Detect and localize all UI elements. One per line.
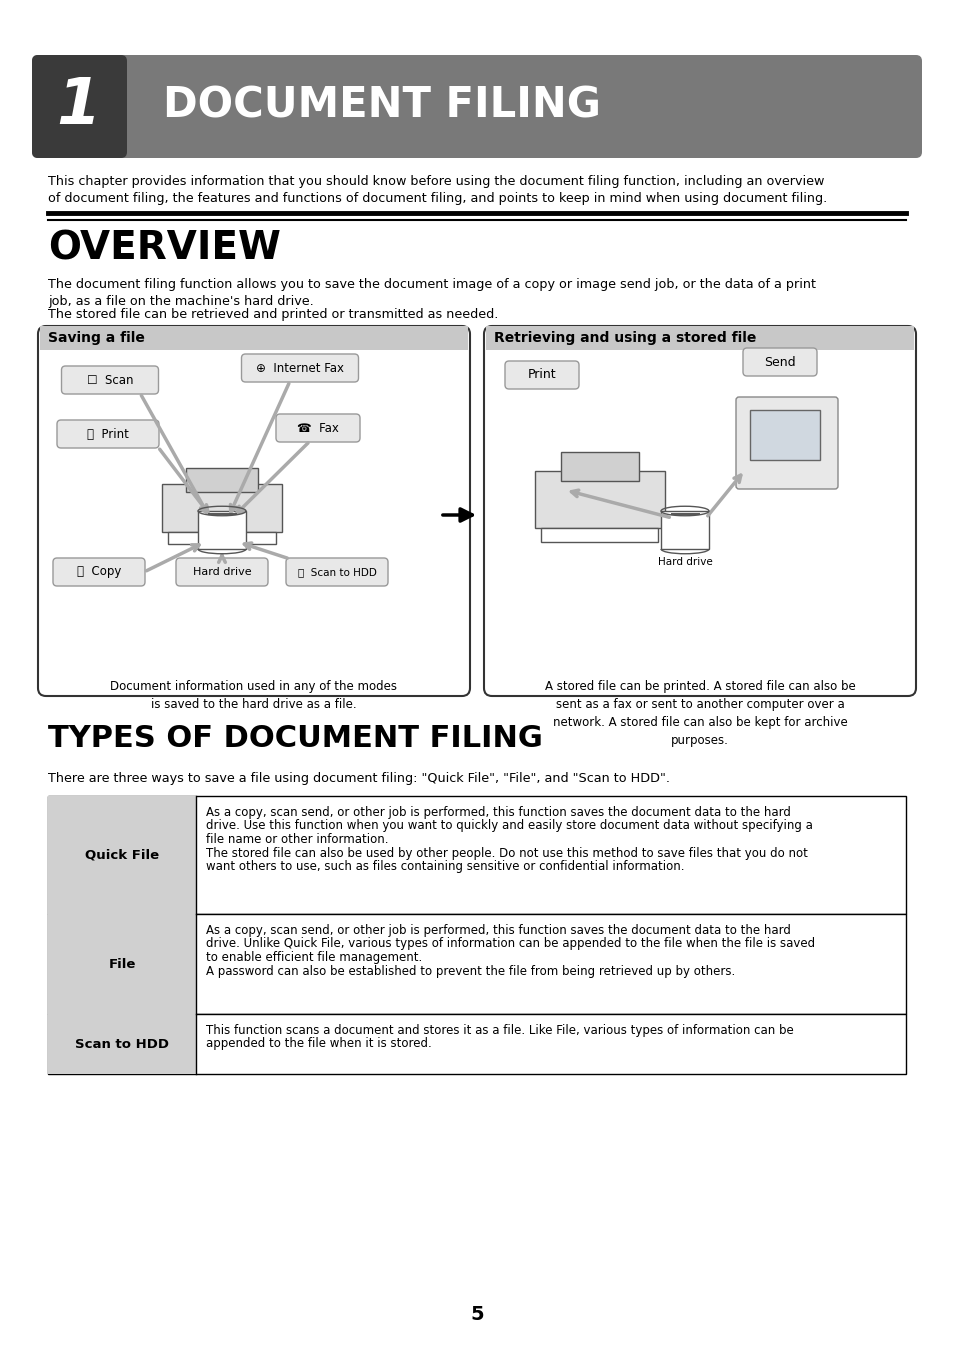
Text: ⊕  Internet Fax: ⊕ Internet Fax [255,362,344,374]
Bar [48,1015,905,1074]
FancyBboxPatch shape [32,55,921,158]
FancyBboxPatch shape [735,397,837,489]
Text: ☐  Scan: ☐ Scan [87,373,133,386]
Text: drive. Use this function when you want to quickly and easily store document data: drive. Use this function when you want t… [206,820,812,832]
Text: Quick File: Quick File [85,848,159,862]
Text: file name or other information.: file name or other information. [206,834,388,846]
Text: There are three ways to save a file using document filing: "Quick File", "File",: There are three ways to save a file usin… [48,771,669,785]
Bar [48,1015,195,1074]
FancyBboxPatch shape [38,326,470,696]
Text: This chapter provides information that you should know before using the document: This chapter provides information that y… [48,176,826,205]
Text: A stored file can be printed. A stored file can also be
sent as a fax or sent to: A stored file can be printed. A stored f… [544,680,855,747]
Text: The stored file can be retrieved and printed or transmitted as needed.: The stored file can be retrieved and pri… [48,308,497,322]
FancyBboxPatch shape [53,558,145,586]
Text: As a copy, scan send, or other job is performed, this function saves the documen: As a copy, scan send, or other job is pe… [206,924,790,938]
FancyBboxPatch shape [483,326,915,696]
Text: DOCUMENT FILING: DOCUMENT FILING [163,85,600,127]
Text: drive. Unlike Quick File, various types of information can be appended to the fi: drive. Unlike Quick File, various types … [206,938,814,951]
Bar [485,326,913,350]
Bar [749,409,820,459]
Text: A password can also be established to prevent the file from being retrieved up b: A password can also be established to pr… [206,965,735,978]
Bar [198,511,246,549]
Bar [168,532,275,544]
Text: ⬛  Copy: ⬛ Copy [77,566,121,578]
Bar [48,915,195,1015]
Text: ☎  Fax: ☎ Fax [296,422,338,435]
Bar [541,528,658,542]
Bar [660,511,708,549]
Text: Retrieving and using a stored file: Retrieving and using a stored file [494,331,756,345]
Bar [560,453,639,481]
Text: ⬛  Print: ⬛ Print [87,427,129,440]
Text: Document information used in any of the modes
is saved to the hard drive as a fi: Document information used in any of the … [111,680,397,711]
Bar [48,796,195,915]
Bar [535,471,664,528]
Text: This function scans a document and stores it as a file. Like File, various types: This function scans a document and store… [206,1024,793,1038]
FancyBboxPatch shape [286,558,388,586]
FancyBboxPatch shape [32,55,127,158]
Text: The stored file can also be used by other people. Do not use this method to save: The stored file can also be used by othe… [206,847,807,859]
Text: Saving a file: Saving a file [48,331,145,345]
Text: As a copy, scan send, or other job is performed, this function saves the documen: As a copy, scan send, or other job is pe… [206,807,790,819]
Text: 1: 1 [56,76,101,136]
FancyBboxPatch shape [57,420,159,449]
FancyBboxPatch shape [241,354,358,382]
Text: The document filing function allows you to save the document image of a copy or : The document filing function allows you … [48,278,815,308]
Bar [186,467,257,492]
Text: want others to use, such as files containing sensitive or confidential informati: want others to use, such as files contai… [206,861,684,873]
Text: Hard drive: Hard drive [193,567,251,577]
Text: Scan to HDD: Scan to HDD [75,1038,169,1051]
FancyBboxPatch shape [504,361,578,389]
FancyBboxPatch shape [275,413,359,442]
Text: Send: Send [763,355,795,369]
Text: File: File [109,958,135,970]
Text: to enable efficient file management.: to enable efficient file management. [206,951,422,965]
FancyBboxPatch shape [742,349,816,376]
Text: ⬛  Scan to HDD: ⬛ Scan to HDD [297,567,376,577]
Text: Hard drive: Hard drive [657,557,712,567]
Bar [48,915,905,1015]
Bar [40,326,468,350]
Text: TYPES OF DOCUMENT FILING: TYPES OF DOCUMENT FILING [48,724,542,753]
FancyBboxPatch shape [61,366,158,394]
Text: OVERVIEW: OVERVIEW [48,230,280,267]
Bar [162,484,282,532]
Text: appended to the file when it is stored.: appended to the file when it is stored. [206,1038,432,1051]
Text: Print: Print [527,369,556,381]
Text: 5: 5 [470,1305,483,1324]
Bar [48,796,905,915]
FancyBboxPatch shape [175,558,268,586]
